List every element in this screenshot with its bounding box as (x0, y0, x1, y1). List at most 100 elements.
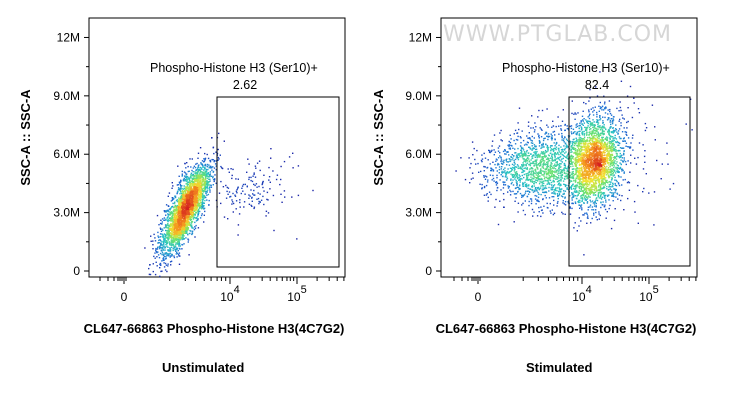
data-point (616, 168, 618, 171)
data-point (217, 148, 219, 151)
data-point (165, 241, 168, 243)
data-point (609, 126, 612, 128)
data-point (586, 202, 589, 204)
data-point (167, 213, 169, 215)
data-point (203, 196, 205, 198)
data-point (188, 199, 190, 201)
data-point (599, 192, 601, 194)
data-point (617, 141, 619, 144)
data-point (181, 206, 183, 208)
data-point (258, 160, 261, 162)
data-point (585, 161, 587, 163)
data-point (180, 196, 183, 198)
data-point (571, 197, 573, 199)
data-point (593, 167, 595, 169)
data-point (194, 207, 196, 210)
data-point (173, 247, 176, 249)
data-point (182, 196, 185, 198)
data-point (593, 159, 596, 162)
data-point (604, 204, 606, 206)
data-point (174, 235, 177, 237)
data-point (197, 215, 199, 217)
data-point (608, 147, 610, 150)
data-point (577, 139, 579, 141)
data-point (597, 156, 599, 158)
data-point (207, 182, 210, 184)
data-point (589, 196, 591, 198)
data-point (159, 233, 162, 235)
data-point (601, 105, 604, 107)
data-point (629, 85, 632, 88)
data-point (570, 173, 573, 175)
data-point (603, 103, 606, 105)
data-point (161, 250, 163, 252)
data-point (586, 128, 588, 130)
data-point (619, 118, 621, 121)
data-point (184, 220, 186, 222)
data-point (606, 138, 608, 140)
data-point (176, 192, 178, 195)
data-point (180, 225, 182, 227)
data-point (206, 189, 209, 191)
data-point (571, 112, 573, 115)
data-point (185, 208, 187, 210)
data-point (280, 165, 282, 168)
data-point (588, 188, 591, 190)
data-point (587, 215, 589, 217)
data-point (190, 174, 192, 176)
data-point (173, 225, 176, 227)
data-point (595, 127, 597, 129)
data-point (188, 200, 190, 202)
data-point (184, 213, 187, 215)
data-point (173, 216, 176, 219)
data-point (193, 207, 195, 209)
data-point (581, 141, 584, 143)
data-point (169, 218, 172, 220)
data-point (191, 215, 193, 218)
data-point (186, 213, 188, 216)
data-point (591, 172, 593, 174)
data-point (182, 195, 185, 197)
data-point (204, 158, 206, 160)
data-point (242, 183, 245, 186)
data-point (165, 211, 167, 213)
data-point (181, 194, 184, 196)
data-point (609, 137, 611, 140)
data-point (612, 200, 614, 202)
data-point (180, 209, 182, 211)
data-point (615, 155, 618, 158)
data-point (597, 186, 600, 188)
data-point (202, 193, 204, 195)
data-point (604, 163, 607, 165)
data-point (195, 194, 198, 196)
data-point (618, 184, 621, 187)
data-point (163, 219, 165, 221)
data-point (199, 210, 201, 213)
data-point (191, 178, 194, 181)
y-tick-label: 0 (425, 264, 432, 278)
data-point (595, 149, 597, 152)
data-point (218, 132, 220, 135)
data-point (578, 153, 581, 156)
data-point (154, 273, 157, 276)
data-point (593, 109, 595, 112)
data-point (615, 128, 617, 130)
data-point (196, 192, 198, 195)
data-point (177, 208, 179, 210)
data-point (610, 227, 613, 230)
data-point (212, 184, 214, 186)
data-point (188, 194, 190, 197)
data-point (171, 212, 174, 214)
data-point (579, 153, 582, 156)
data-point (578, 187, 581, 190)
data-point (192, 184, 195, 186)
data-point (202, 166, 204, 168)
data-point (564, 129, 566, 132)
data-point (584, 151, 587, 153)
data-point (175, 206, 178, 208)
data-point (186, 227, 188, 229)
data-point (235, 208, 237, 210)
data-point (596, 219, 598, 221)
data-point (587, 125, 589, 127)
data-point (595, 182, 598, 184)
